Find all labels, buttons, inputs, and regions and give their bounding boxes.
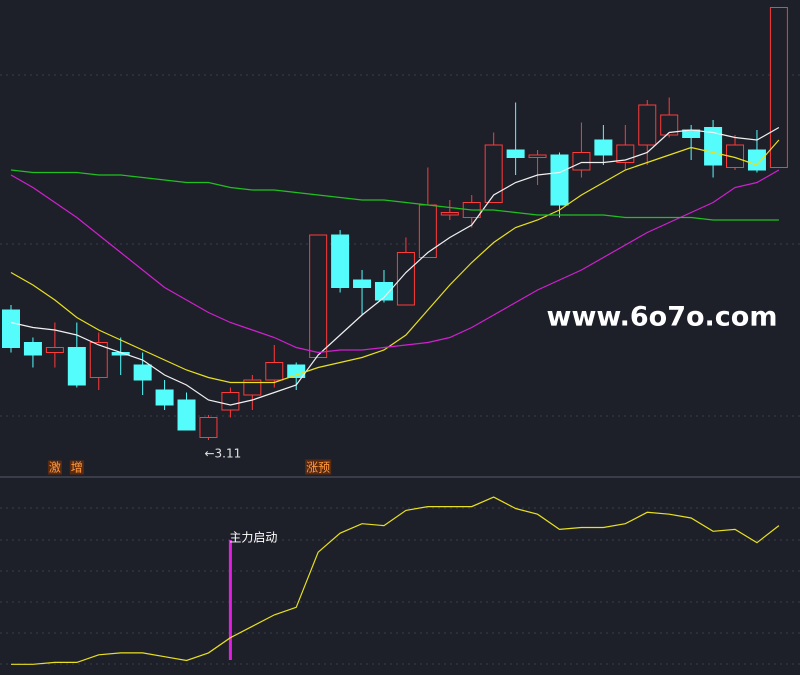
low-label: ←3.11 <box>204 447 241 461</box>
indicator-panel: 主力启动 <box>11 496 780 665</box>
candle-body <box>89 342 108 378</box>
annotation: 主力启动 <box>229 531 277 545</box>
candle-body <box>374 282 393 301</box>
candle-body <box>331 234 350 288</box>
candle-body <box>177 399 196 431</box>
candle-body <box>747 149 766 171</box>
ma-line <box>10 169 780 354</box>
candle-body <box>660 114 679 136</box>
candle-body <box>572 152 591 171</box>
signal-label: 激 <box>49 461 61 475</box>
candle-body <box>2 309 20 348</box>
candle-body <box>353 279 372 288</box>
candle-body <box>67 347 86 386</box>
candle-body <box>309 234 328 358</box>
candle-body <box>243 379 262 396</box>
candle-body <box>638 104 657 146</box>
signal-label: 增 <box>71 461 83 475</box>
ma-line <box>10 169 779 221</box>
candle-body <box>23 342 42 356</box>
price-panel: 激增 ←3.11 涨预 <box>2 7 788 475</box>
candle-body <box>221 392 240 411</box>
candle-body <box>594 139 613 156</box>
watermark: www.6o7o.com <box>547 302 778 333</box>
candle-body <box>133 364 152 381</box>
candle-body <box>199 417 218 438</box>
candle-body <box>396 252 415 306</box>
candle-body <box>528 154 547 158</box>
signal-label: 涨预 <box>306 460 330 475</box>
candle-body <box>45 347 64 353</box>
candle-body <box>484 144 503 203</box>
ma-line <box>10 139 780 384</box>
candle-body <box>550 154 569 206</box>
candle-body <box>287 364 306 378</box>
ma-line <box>10 126 780 406</box>
candle-body <box>440 212 459 216</box>
indicator-line <box>11 496 780 665</box>
candle-body <box>506 149 525 158</box>
signal-box <box>69 460 84 475</box>
candle-body <box>704 127 723 166</box>
signal-box <box>305 459 332 475</box>
candle-body <box>726 144 745 168</box>
candle-body <box>155 389 174 406</box>
candle-body <box>769 7 788 168</box>
candle-body <box>418 204 437 258</box>
candle-body <box>265 362 284 381</box>
signal-box <box>47 460 62 475</box>
